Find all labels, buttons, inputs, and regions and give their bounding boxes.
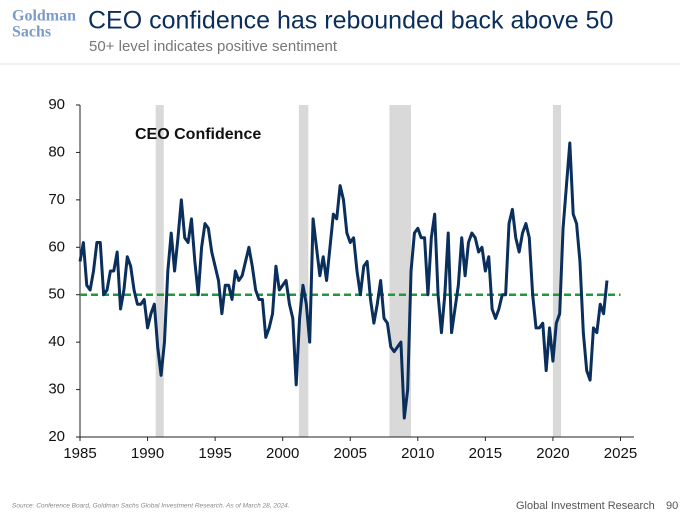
footer-brand: Global Investment Research (516, 500, 655, 512)
annotation: CEO Confidence (135, 126, 261, 143)
x-tick-label: 2005 (334, 445, 367, 462)
source: Source: Conference Board, Goldman Sachs … (12, 503, 290, 510)
recession-band (389, 105, 412, 437)
page-number: 90 (666, 500, 678, 512)
y-tick-label: 40 (48, 333, 65, 350)
recession-band (155, 105, 164, 437)
line-series (78, 141, 609, 420)
y-tick-label: 20 (48, 428, 65, 445)
plot: 20 30 40 50 60 70 80 90 1985 1990 1995 2000 2005 2010… (48, 96, 637, 462)
recession-band (298, 105, 309, 437)
x-tick-label: 2010 (401, 445, 434, 462)
logo: Sachs (12, 24, 51, 41)
y-tick-label: 70 (48, 191, 65, 208)
title: CEO confidence has rebounded back above … (88, 7, 613, 35)
subtitle: 50+ level indicates positive sentiment (89, 38, 338, 55)
x-tick-label: 1990 (131, 445, 164, 462)
y-tick-label: 60 (48, 238, 65, 255)
x-tick-label: 2020 (536, 445, 569, 462)
x-tick-label: 2025 (604, 445, 637, 462)
x-tick-label: 2015 (469, 445, 502, 462)
y-tick-label: 90 (48, 96, 65, 113)
x-tick-label: 2000 (266, 445, 299, 462)
x-tick-label: 1995 (198, 445, 231, 462)
logo: Goldman (12, 8, 76, 25)
recession-band (552, 105, 562, 437)
y-tick-label: 30 (48, 381, 65, 398)
x-tick-label: 1985 (63, 445, 96, 462)
y-tick-label: 50 (48, 286, 65, 303)
y-tick-label: 80 (48, 143, 65, 160)
